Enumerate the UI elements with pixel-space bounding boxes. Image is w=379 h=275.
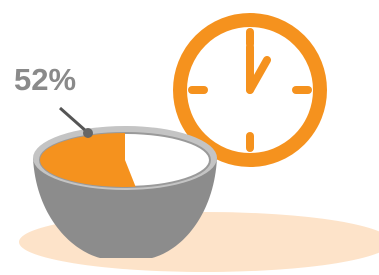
infographic: 52%: [0, 0, 379, 275]
percent-label: 52%: [14, 62, 76, 97]
pointer-dot: [83, 128, 93, 138]
pointer: [60, 108, 86, 131]
clock: [180, 20, 320, 160]
page: 52% (() => { const data = JSON.parse(doc…: [0, 0, 379, 275]
